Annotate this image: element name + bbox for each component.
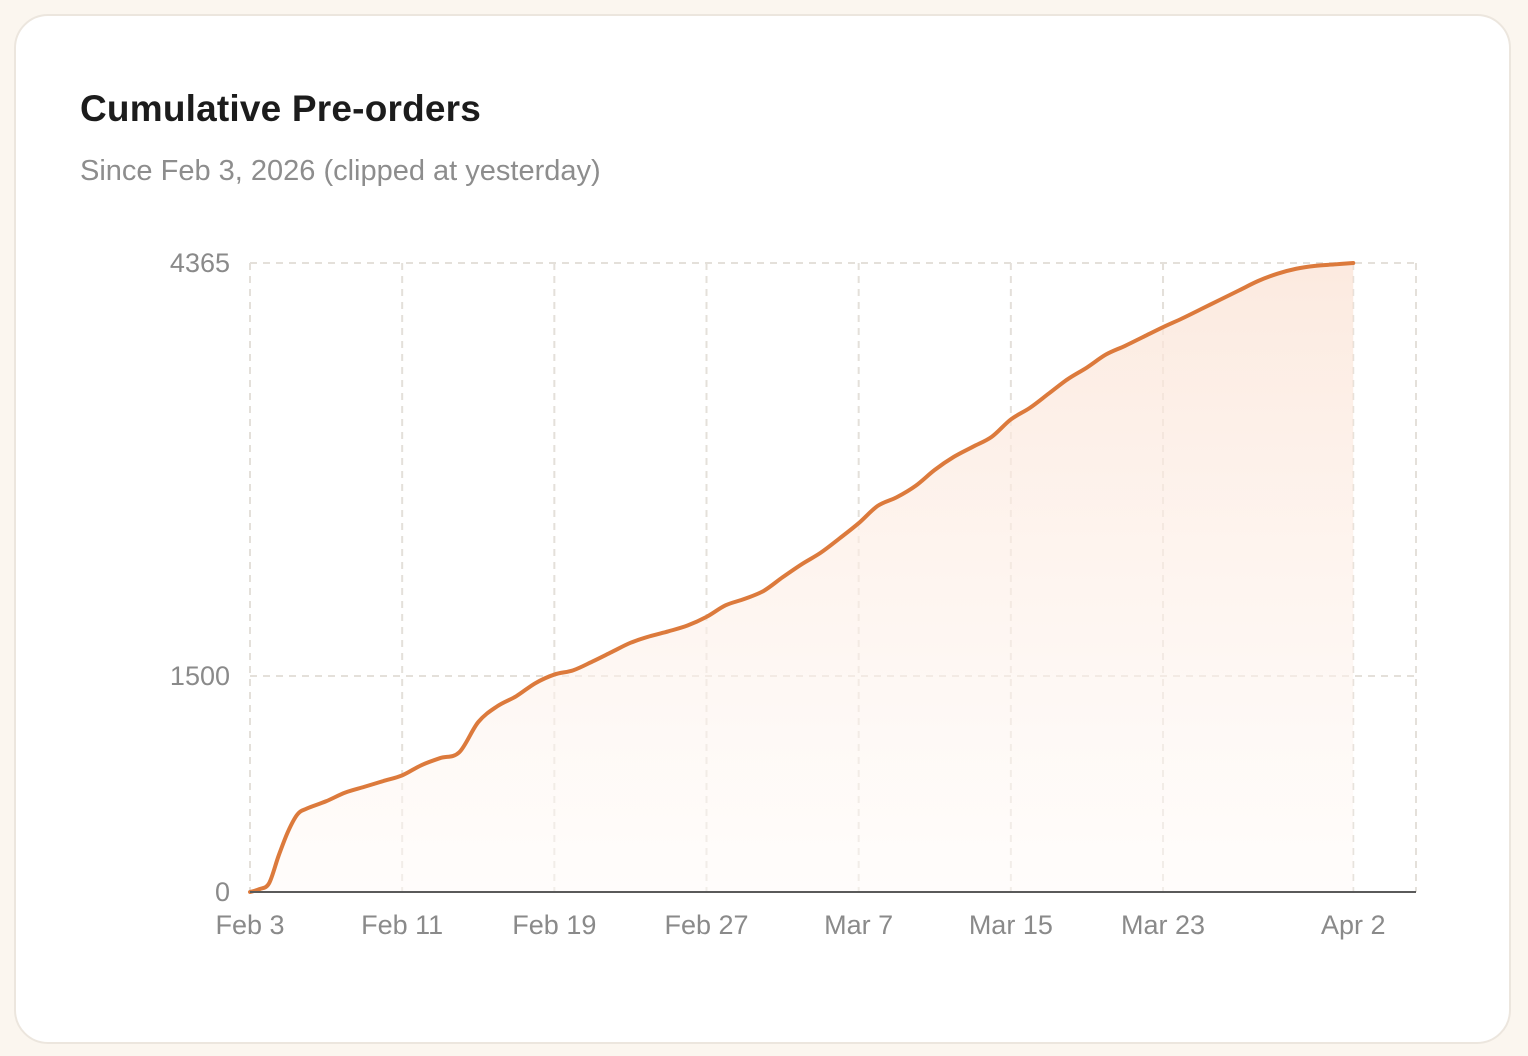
data-point — [913, 483, 919, 489]
data-point — [1065, 376, 1071, 382]
data-point — [1141, 334, 1147, 340]
data-point — [837, 535, 843, 541]
data-point — [1084, 365, 1090, 371]
data-point — [818, 550, 824, 556]
data-point — [1293, 266, 1299, 272]
data-point — [1160, 324, 1166, 330]
data-point — [970, 444, 976, 450]
data-point — [742, 596, 748, 602]
data-point — [1236, 287, 1242, 293]
axis-labels: 0 1500 4365 Feb 3 Feb 11 Feb 19 Feb 27 Mar 7 Mar… — [170, 248, 1386, 940]
data-point — [646, 633, 652, 639]
data-point — [780, 574, 786, 580]
data-point — [1331, 261, 1337, 267]
chart-subtitle: Since Feb 3, 2026 (clipped at yesterday) — [80, 155, 601, 187]
x-tick-label: Apr 2 — [1321, 910, 1386, 940]
data-point — [257, 886, 263, 892]
data-point — [418, 762, 424, 768]
data-point — [1350, 260, 1356, 266]
data-point — [627, 640, 633, 646]
data-point — [380, 778, 386, 784]
chart-title: Cumulative Pre-orders — [80, 88, 482, 129]
y-tick-label: 1500 — [170, 661, 230, 691]
data-point — [304, 805, 310, 811]
data-point — [551, 672, 557, 678]
data-point — [1122, 343, 1128, 349]
series-line — [248, 261, 1356, 894]
data-point — [361, 784, 367, 790]
data-point — [589, 659, 595, 665]
x-tick-label: Mar 7 — [824, 910, 893, 940]
data-point — [1217, 297, 1223, 303]
data-point — [399, 772, 405, 778]
data-point — [1274, 271, 1280, 277]
data-point — [247, 889, 253, 895]
data-point — [1179, 316, 1185, 322]
data-point — [266, 880, 272, 886]
data-point — [570, 667, 576, 673]
data-point — [456, 749, 462, 755]
data-point — [761, 588, 767, 594]
data-point — [1008, 416, 1014, 422]
data-point — [665, 628, 671, 634]
x-tick-label: Feb 3 — [215, 910, 284, 940]
data-point — [723, 602, 729, 608]
data-point — [437, 755, 443, 761]
x-tick-label: Mar 23 — [1121, 910, 1205, 940]
chart-plot: 0 1500 4365 Feb 3 Feb 11 Feb 19 Feb 27 Mar 7 Mar… — [170, 248, 1417, 940]
x-tick-label: Feb 11 — [361, 910, 443, 940]
data-point — [1255, 278, 1261, 284]
data-point — [1046, 390, 1052, 396]
x-tick-label: Feb 19 — [512, 910, 596, 940]
data-point — [494, 703, 500, 709]
data-point — [323, 798, 329, 804]
data-point — [799, 561, 805, 567]
data-point — [704, 614, 710, 620]
data-point — [684, 623, 690, 629]
chart-card: Cumulative Pre-orders Since Feb 3, 2026 … — [14, 14, 1511, 1044]
y-tick-label: 0 — [215, 877, 230, 907]
data-point — [295, 811, 301, 817]
series-area-fill — [250, 263, 1354, 892]
data-point — [875, 503, 881, 509]
data-point — [856, 520, 862, 526]
data-point — [532, 680, 538, 686]
data-point — [1103, 352, 1109, 358]
data-point — [989, 434, 995, 440]
data-point — [608, 649, 614, 655]
data-point — [951, 454, 957, 460]
data-point — [513, 693, 519, 699]
data-point — [276, 853, 282, 859]
data-point — [475, 719, 481, 725]
x-tick-label: Mar 15 — [969, 910, 1053, 940]
data-point — [1027, 405, 1033, 411]
data-point — [1312, 263, 1318, 269]
data-point — [932, 467, 938, 473]
data-point — [342, 790, 348, 796]
x-tick-label: Feb 27 — [664, 910, 748, 940]
data-point — [1198, 306, 1204, 312]
y-tick-label: 4365 — [170, 248, 230, 278]
data-point — [894, 494, 900, 500]
data-point — [285, 829, 291, 835]
